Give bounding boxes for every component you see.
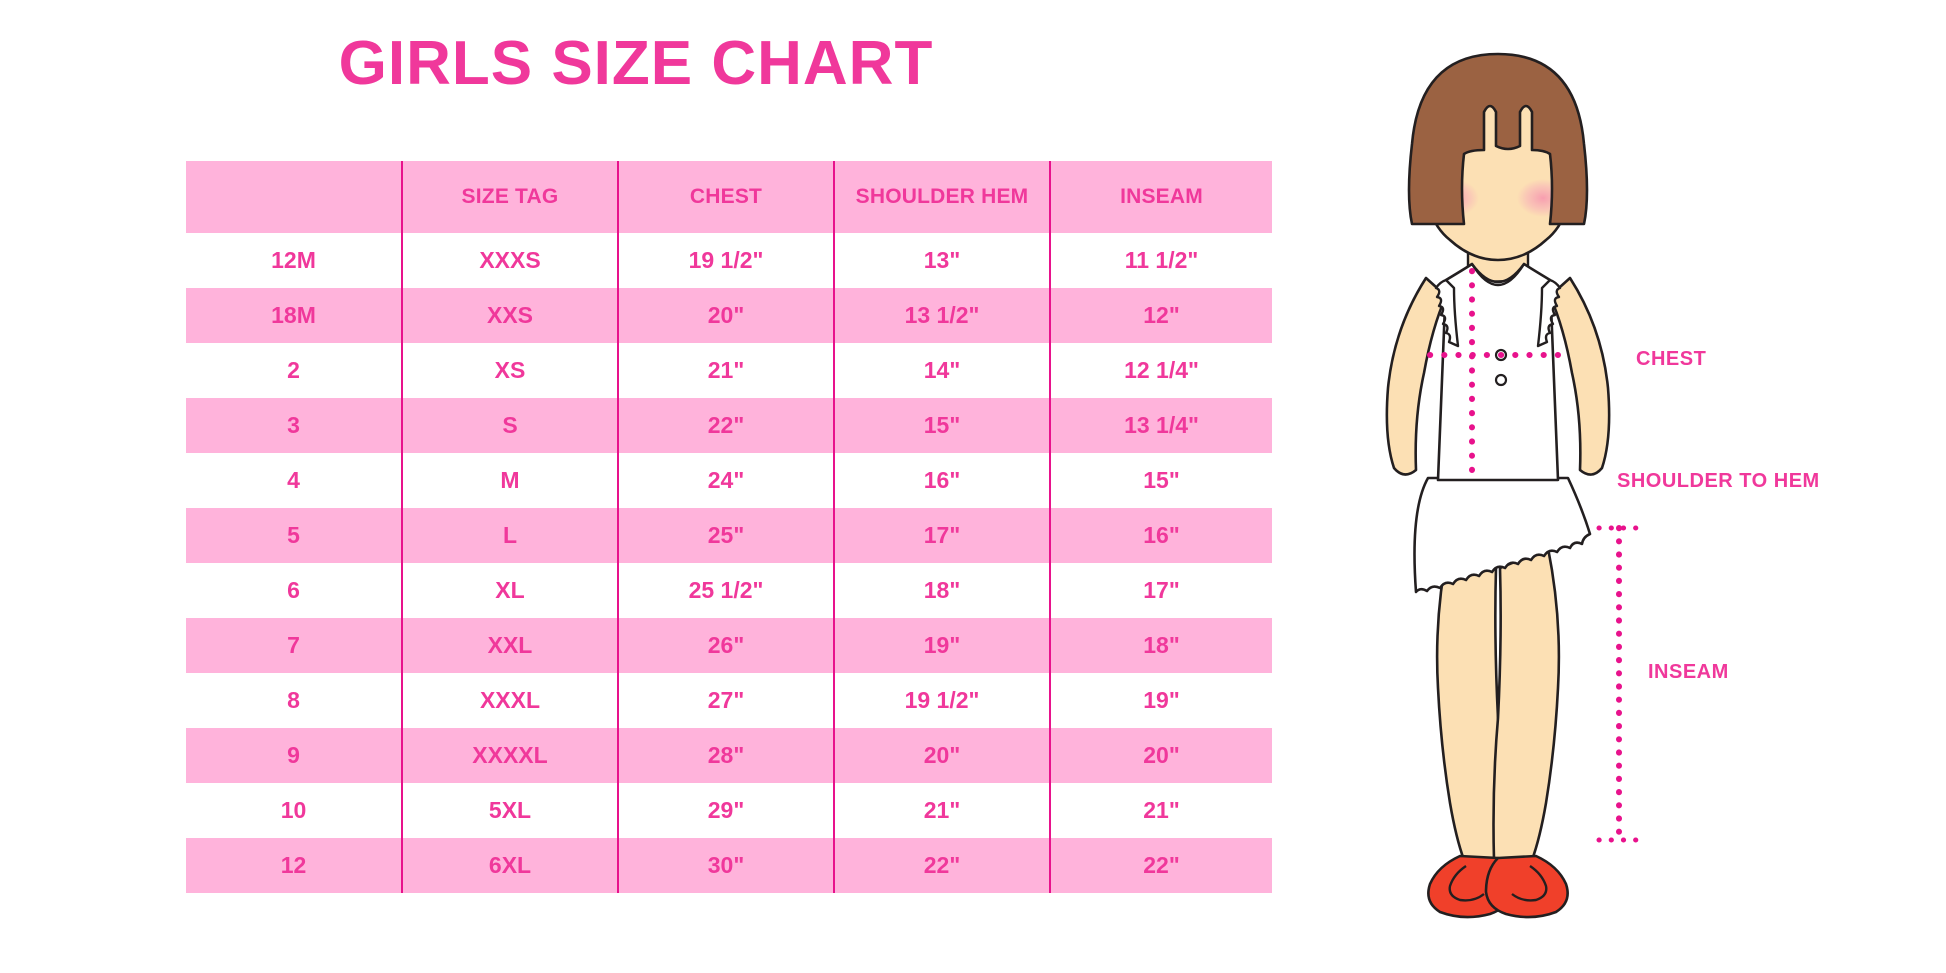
- cell-size-tag: XXXL: [401, 673, 618, 728]
- cell-chest: 25 1/2": [617, 563, 834, 618]
- cell-size: 3: [186, 398, 402, 453]
- cell-size: 8: [186, 673, 402, 728]
- table-row: 7 XXL 26" 19" 18": [186, 618, 1272, 673]
- cell-inseam: 16": [1049, 508, 1272, 563]
- cell-chest: 30": [617, 838, 834, 893]
- cell-size: 18M: [186, 288, 402, 343]
- measurement-guides: [1427, 268, 1571, 483]
- callout-label-chest: CHEST: [1636, 348, 1707, 370]
- cell-size-tag: S: [401, 398, 618, 453]
- cell-size-tag: XL: [401, 563, 618, 618]
- cell-shoulder-hem: 18": [833, 563, 1050, 618]
- cell-inseam: 13 1/4": [1049, 398, 1272, 453]
- callout-label-inseam: INSEAM: [1648, 661, 1729, 683]
- table-row: 9 XXXXL 28" 20" 20": [186, 728, 1272, 783]
- cell-inseam: 12": [1049, 288, 1272, 343]
- top-garment: [1434, 262, 1562, 482]
- cell-shoulder-hem: 22": [833, 838, 1050, 893]
- cell-chest: 26": [617, 618, 834, 673]
- table-header: SIZE TAG CHEST SHOULDER HEM INSEAM: [186, 161, 1272, 233]
- cell-shoulder-hem: 19 1/2": [833, 673, 1050, 728]
- button-icon: [1494, 373, 1508, 387]
- table-row: 2 XS 21" 14" 12 1/4": [186, 343, 1272, 398]
- hair: [1407, 52, 1589, 226]
- cell-inseam: 18": [1049, 618, 1272, 673]
- table-row: 3 S 22" 15" 13 1/4": [186, 398, 1272, 453]
- cell-chest: 24": [617, 453, 834, 508]
- cell-chest: 25": [617, 508, 834, 563]
- cell-inseam: 12 1/4": [1049, 343, 1272, 398]
- table-row: 5 L 25" 17" 16": [186, 508, 1272, 563]
- cell-inseam: 19": [1049, 673, 1272, 728]
- cell-size: 2: [186, 343, 402, 398]
- cell-shoulder-hem: 17": [833, 508, 1050, 563]
- table-row: 18M XXS 20" 13 1/2" 12": [186, 288, 1272, 343]
- cell-inseam: 17": [1049, 563, 1272, 618]
- column-header-chest: CHEST: [617, 161, 834, 233]
- cell-chest: 20": [617, 288, 834, 343]
- cell-inseam: 21": [1049, 783, 1272, 838]
- table-row: 6 XL 25 1/2" 18" 17": [186, 563, 1272, 618]
- cell-inseam: 15": [1049, 453, 1272, 508]
- inseam-guide: [1596, 525, 1642, 843]
- cell-shoulder-hem: 19": [833, 618, 1050, 673]
- cell-shoulder-hem: 21": [833, 783, 1050, 838]
- table-row: 8 XXXL 27" 19 1/2" 19": [186, 673, 1272, 728]
- cell-size-tag: XXXS: [401, 233, 618, 288]
- cell-inseam: 20": [1049, 728, 1272, 783]
- cell-size: 12: [186, 838, 402, 893]
- column-header-size-tag: SIZE TAG: [401, 161, 618, 233]
- cell-shoulder-hem: 16": [833, 453, 1050, 508]
- cell-inseam: 22": [1049, 838, 1272, 893]
- cell-size-tag: XXS: [401, 288, 618, 343]
- cell-shoulder-hem: 13": [833, 233, 1050, 288]
- girl-figure-illustration: [1318, 28, 1678, 928]
- cell-size: 7: [186, 618, 402, 673]
- table-row: 12M XXXS 19 1/2" 13" 11 1/2": [186, 233, 1272, 288]
- cell-chest: 22": [617, 398, 834, 453]
- column-header-shoulder-hem: SHOULDER HEM: [833, 161, 1050, 233]
- cell-chest: 19 1/2": [617, 233, 834, 288]
- cell-shoulder-hem: 15": [833, 398, 1050, 453]
- table-body: 12M XXXS 19 1/2" 13" 11 1/2" 18M XXS 20"…: [186, 233, 1272, 893]
- skirt: [1413, 476, 1592, 594]
- size-chart-table-container: SIZE TAG CHEST SHOULDER HEM INSEAM 12M X…: [186, 161, 1272, 893]
- cell-chest: 21": [617, 343, 834, 398]
- cell-inseam: 11 1/2": [1049, 233, 1272, 288]
- cell-shoulder-hem: 13 1/2": [833, 288, 1050, 343]
- cell-chest: 29": [617, 783, 834, 838]
- table-row: 4 M 24" 16" 15": [186, 453, 1272, 508]
- cell-shoulder-hem: 14": [833, 343, 1050, 398]
- table-header-row: SIZE TAG CHEST SHOULDER HEM INSEAM: [186, 161, 1272, 233]
- cell-size: 12M: [186, 233, 402, 288]
- page-title: GIRLS SIZE CHART: [338, 29, 934, 98]
- table-row: 12 6XL 30" 22" 22": [186, 838, 1272, 893]
- shoes: [1427, 854, 1569, 919]
- callout-label-shoulder-to-hem: SHOULDER TO HEM: [1617, 470, 1820, 492]
- cell-chest: 28": [617, 728, 834, 783]
- cell-size-tag: L: [401, 508, 618, 563]
- cell-size: 10: [186, 783, 402, 838]
- cell-size-tag: XXXXL: [401, 728, 618, 783]
- arms: [1385, 276, 1611, 476]
- cell-size-tag: XS: [401, 343, 618, 398]
- cell-size-tag: XXL: [401, 618, 618, 673]
- cell-size: 4: [186, 453, 402, 508]
- cell-size: 6: [186, 563, 402, 618]
- cell-size: 5: [186, 508, 402, 563]
- column-header-size: [186, 161, 402, 233]
- table-row: 10 5XL 29" 21" 21": [186, 783, 1272, 838]
- cell-chest: 27": [617, 673, 834, 728]
- column-header-inseam: INSEAM: [1049, 161, 1272, 233]
- cell-size-tag: 5XL: [401, 783, 618, 838]
- cell-shoulder-hem: 20": [833, 728, 1050, 783]
- cell-size-tag: 6XL: [401, 838, 618, 893]
- cell-size-tag: M: [401, 453, 618, 508]
- legs: [1435, 546, 1561, 862]
- cell-size: 9: [186, 728, 402, 783]
- size-chart-table: SIZE TAG CHEST SHOULDER HEM INSEAM 12M X…: [186, 161, 1272, 893]
